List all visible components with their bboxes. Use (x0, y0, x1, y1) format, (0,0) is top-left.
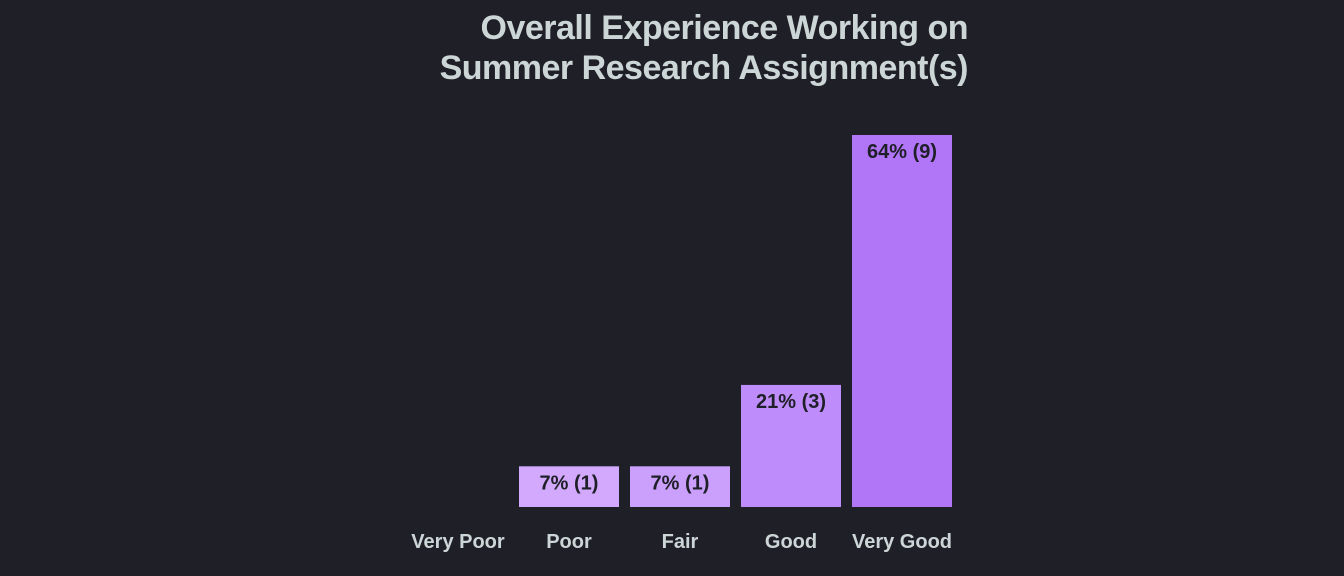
data-label-fair: 7% (1) (651, 472, 710, 494)
category-label-poor: Poor (546, 531, 592, 553)
bar-good (741, 384, 841, 507)
bar-very-good (852, 135, 952, 507)
chart-title: Overall Experience Working on Summer Res… (380, 8, 969, 88)
chart-title-line-2: Summer Research Assignment(s) (439, 49, 969, 87)
category-label-very-poor: Very Poor (411, 531, 505, 553)
category-label-good: Good (765, 531, 817, 553)
category-label-fair: Fair (662, 531, 699, 553)
data-label-very-good: 64% (9) (867, 141, 937, 163)
chart-title-line-1: Overall Experience Working on (480, 9, 969, 47)
bar-fair (630, 466, 730, 507)
data-label-poor: 7% (1) (540, 472, 599, 494)
category-label-very-good: Very Good (852, 531, 952, 553)
bar-poor (519, 466, 619, 507)
data-label-good: 21% (3) (756, 391, 826, 413)
